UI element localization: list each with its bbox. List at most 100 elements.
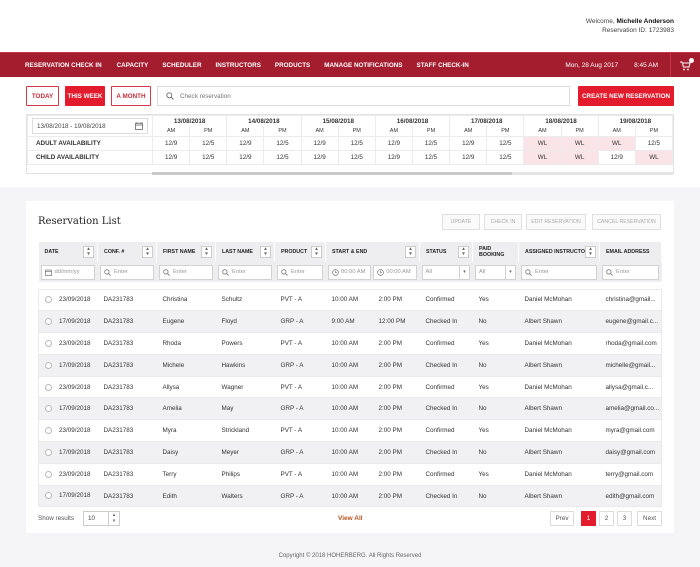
cancel-reservation-button[interactable]: CANCEL RESERVATION — [592, 214, 661, 230]
col-header-product[interactable]: PRODUCT ▴ ▾ — [274, 242, 326, 262]
row-product: PVT - A — [274, 288, 326, 312]
nav-scheduler[interactable]: SCHEDULER — [162, 61, 202, 69]
sort-icon[interactable]: ▴ ▾ — [142, 246, 153, 258]
row-conf: DA231783 — [97, 375, 157, 399]
start-time-filter-input[interactable]: 00:00 AM — [328, 264, 372, 280]
row-select-radio[interactable] — [45, 383, 52, 391]
sort-icon[interactable]: ▴ ▾ — [458, 246, 469, 258]
row-instructor: Albert Shawn — [518, 397, 600, 421]
scrollbar-thumb[interactable] — [152, 172, 512, 175]
avail-date-header: 13/08/2018 — [151, 115, 228, 126]
status-filter-select[interactable]: All ▾ — [421, 264, 470, 280]
nav-products[interactable]: PRODUCTS — [274, 61, 311, 69]
page-1-button[interactable]: 1 — [581, 511, 596, 526]
nav-manage-notifications[interactable]: MANAGE NOTIFICATIONS — [324, 61, 403, 69]
sort-icon[interactable]: ▴ ▾ — [201, 246, 212, 258]
date-filter-input[interactable]: dd/mm/yy — [40, 264, 95, 280]
a-month-button[interactable]: A MONTH — [111, 86, 151, 106]
col-header-first-name[interactable]: FIRST NAME ▴ ▾ — [156, 242, 216, 262]
row-select-radio[interactable] — [45, 361, 52, 369]
this-week-button[interactable]: THIS WEEK — [65, 86, 105, 106]
sort-icon[interactable]: ▴ ▾ — [260, 246, 271, 258]
availability-section: TODAY THIS WEEK A MONTH Check reservatio… — [0, 77, 700, 187]
col-header-conf[interactable]: CONF. # ▴ ▾ — [97, 242, 157, 262]
paid-booking-filter-select[interactable]: All ▾ — [475, 264, 516, 280]
product-filter-input[interactable]: Enter — [277, 264, 323, 280]
sort-icon[interactable]: ▴ ▾ — [311, 246, 322, 258]
prev-page-button[interactable]: Prev — [550, 511, 574, 526]
reservation-id: Reservation ID: 1723983 — [602, 27, 674, 34]
availability-scrollbar[interactable] — [152, 172, 673, 175]
col-header-start-end[interactable]: START & END ▴ ▾ — [325, 242, 420, 262]
row-email: rhoda@gmail.com — [599, 332, 662, 355]
col-header-assigned-instructor[interactable]: ASSIGNED INSTRUCTOR ▴ ▾ — [518, 242, 600, 262]
table-row[interactable]: 23/09/2018 DA231783 Christina Schultz PVT - … — [38, 288, 662, 312]
table-row[interactable]: 23/09/2018 DA231783 Rhoda Powers PVT - A 10:0… — [38, 332, 662, 355]
row-select-radio[interactable] — [45, 470, 52, 478]
table-row[interactable]: 17/09/2018 DA231783 Daisy Meyer GRP - A 10:00… — [38, 441, 662, 464]
table-row[interactable]: 17/09/2018 DA231783 Amelia May GRP - A 10:00 … — [38, 397, 662, 421]
first-name-filter-input[interactable]: Enter — [159, 264, 213, 280]
avail-cell: 12/5 — [411, 136, 451, 151]
edit-reservation-button[interactable]: EDIT RESERVATION — [526, 214, 586, 230]
view-all-link[interactable]: View All — [338, 515, 363, 522]
check-in-button[interactable]: CHECK IN — [484, 214, 522, 230]
row-start-end: 10:00 AM 2:00 PM — [325, 397, 420, 421]
next-page-button[interactable]: Next — [637, 511, 662, 526]
avail-cell: 12/9 — [151, 150, 191, 165]
row-select-radio[interactable] — [45, 318, 52, 326]
row-select-radio[interactable] — [45, 339, 52, 347]
table-row[interactable]: 23/09/2018 DA231783 Allysa Wagner PVT - A 10:… — [38, 375, 662, 399]
end-time-filter-input[interactable]: 00:00 AM — [373, 264, 417, 280]
table-row[interactable]: 17/09/2018 DA231783 Edith Walters GRP - A 10:… — [38, 484, 662, 508]
nav-staff-check-in[interactable]: STAFF CHECK-IN — [416, 61, 469, 69]
instructor-filter-input[interactable]: Enter — [521, 264, 597, 280]
cart-icon[interactable] — [670, 53, 700, 78]
date-range-input[interactable]: 13/08/2018 - 19/08/2018 — [32, 118, 148, 134]
page-3-button[interactable]: 3 — [617, 511, 632, 526]
row-select-radio[interactable] — [45, 492, 52, 500]
row-select-radio[interactable] — [45, 405, 52, 413]
row-status: Confirmed — [419, 462, 473, 486]
col-header-status[interactable]: STATUS ▴ ▾ — [419, 242, 473, 262]
row-conf: DA231783 — [97, 332, 157, 355]
show-results-select[interactable]: 10 ▴ ▾ — [83, 511, 120, 526]
avail-cell: 12/9 — [300, 150, 339, 165]
col-header-date[interactable]: DATE ▴ ▾ — [38, 242, 98, 262]
row-select-radio[interactable] — [45, 448, 52, 456]
update-button[interactable]: UPDATE — [442, 214, 480, 230]
row-product: PVT - A — [274, 462, 326, 486]
row-select-radio[interactable] — [45, 296, 52, 304]
table-row[interactable]: 23/09/2018 DA231783 Terry Philips PVT - A 10:… — [38, 462, 662, 486]
row-select-radio[interactable] — [45, 427, 52, 435]
col-header-last-name[interactable]: LAST NAME ▴ ▾ — [215, 242, 275, 262]
reservation-list-card: Reservation List UPDATE CHECK IN EDIT RE… — [26, 201, 674, 533]
row-paid: Yes — [472, 462, 519, 486]
sort-icon[interactable]: ▴ ▾ — [405, 246, 416, 258]
row-first-name: Christina — [156, 288, 216, 312]
nav-reservation-check-in[interactable]: RESERVATION CHECK IN — [25, 61, 102, 69]
avail-date-header: 18/08/2018 — [523, 115, 599, 126]
avail-cell: 12/9 — [226, 150, 265, 165]
avail-cell: 12/9 — [597, 150, 636, 165]
sort-icon[interactable]: ▴ ▾ — [83, 246, 94, 258]
search-icon — [281, 268, 288, 276]
row-product: PVT - A — [274, 332, 326, 355]
check-reservation-search[interactable]: Check reservation — [157, 86, 570, 106]
conf-filter-input[interactable]: Enter — [100, 264, 154, 280]
create-new-reservation-button[interactable]: CREATE NEW RESERVATION — [578, 86, 674, 106]
last-name-filter-input[interactable]: Enter — [218, 264, 272, 280]
page-2-button[interactable]: 2 — [599, 511, 614, 526]
nav-capacity[interactable]: CAPACITY — [116, 61, 149, 69]
table-footer: Show results 10 ▴ ▾ View All Prev 1 2 3 Ne… — [38, 511, 662, 527]
row-paid: No — [472, 397, 519, 421]
email-filter-input[interactable]: Enter — [602, 264, 659, 280]
sort-icon[interactable]: ▴ ▾ — [585, 246, 596, 258]
today-button[interactable]: TODAY — [26, 86, 59, 106]
avail-date-header: 14/08/2018 — [226, 115, 302, 126]
table-row[interactable]: 17/09/2018 DA231783 Eugene Floyd GRP - A 9:00… — [38, 310, 662, 334]
nav-instructors[interactable]: INSTRUCTORS — [215, 61, 261, 69]
adult-availability-row: ADULT AVAILABILITY 12/9 12/5 12/9 12/5 1… — [27, 136, 674, 151]
